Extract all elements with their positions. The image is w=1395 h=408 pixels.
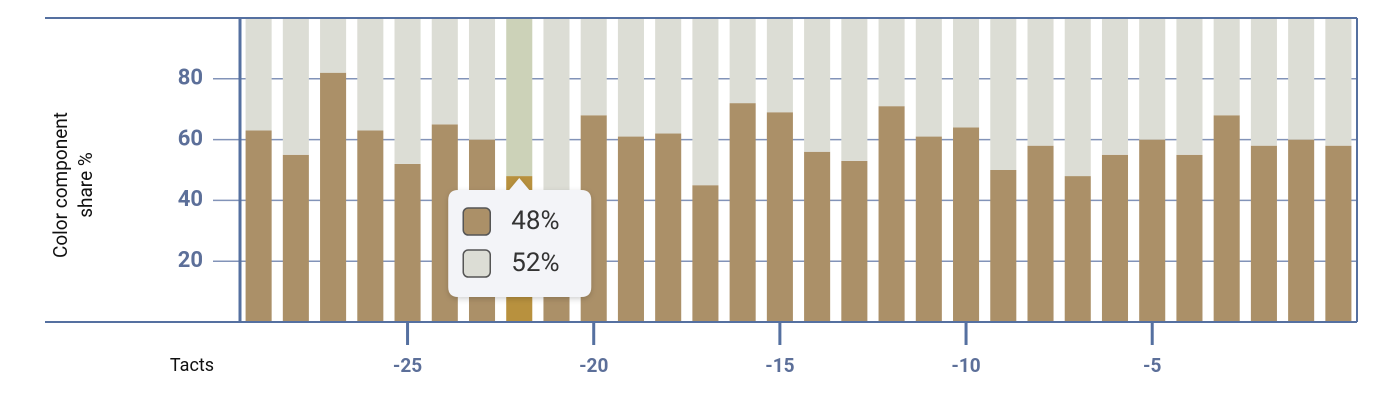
bar-segment	[1064, 176, 1091, 322]
bar-segment	[320, 18, 347, 73]
bar-segment	[506, 18, 533, 177]
bar-segment	[729, 103, 756, 323]
bar-segment	[841, 160, 868, 322]
bar-segment	[1250, 145, 1277, 322]
bar-segment	[1176, 154, 1203, 322]
x-axis-label: Tacts	[170, 355, 214, 376]
bars	[245, 18, 1352, 323]
bar-segment	[1213, 115, 1240, 322]
bar-segment	[766, 112, 793, 323]
bar-segment	[878, 18, 905, 107]
bar-segment	[1139, 18, 1166, 140]
bar-segment	[357, 130, 384, 322]
bar-segment	[1250, 18, 1277, 146]
tooltip-box	[448, 178, 592, 297]
bar-segment	[1027, 145, 1054, 322]
bar-segment	[1176, 18, 1203, 155]
bar-segment	[692, 18, 719, 186]
bar-segment	[953, 18, 980, 128]
bar-segment	[878, 106, 905, 322]
x-tick-label: -5	[1143, 354, 1161, 377]
bar-segment	[1325, 18, 1352, 146]
y-tick-label: 20	[178, 248, 203, 273]
x-tick-label: -25	[393, 354, 422, 377]
bar-segment	[357, 18, 384, 131]
bar-segment	[580, 18, 607, 116]
bar-segment	[655, 18, 682, 134]
bar-segment	[282, 154, 309, 322]
bar-segment	[1213, 18, 1240, 116]
y-axis-label: Color component	[49, 112, 72, 258]
bar-segment	[468, 18, 496, 140]
bar-segment	[1027, 18, 1054, 146]
bar-segment	[617, 18, 644, 137]
bar-segment	[394, 18, 421, 164]
bar-segment	[729, 18, 756, 104]
bar-segment	[915, 136, 942, 322]
bar-segment	[1288, 18, 1315, 140]
bar-segment	[804, 18, 831, 152]
bar-segment	[990, 18, 1017, 170]
legend-swatch	[462, 249, 491, 278]
bar-segment	[953, 127, 980, 322]
bar-segment	[804, 151, 831, 322]
bar-segment	[1325, 145, 1352, 322]
bar-segment	[320, 72, 347, 322]
bar-segment	[282, 18, 309, 155]
bar-segment	[692, 185, 719, 322]
bar-segment	[245, 18, 272, 131]
bar-segment	[245, 130, 272, 322]
bar-segment	[1139, 139, 1166, 322]
bar-segment	[655, 133, 682, 322]
x-tick-label: -10	[951, 354, 980, 377]
bar-segment	[431, 18, 458, 125]
bar-segment	[766, 18, 793, 113]
bar-segment	[915, 18, 942, 137]
bar-segment	[841, 18, 868, 161]
y-tick-label: 60	[178, 126, 203, 151]
bar-segment	[543, 18, 570, 201]
bar-segment	[1101, 18, 1129, 155]
axes: 20 40 60 80 -25 -20 -15 -10 -5	[45, 17, 1358, 377]
legend-swatch	[462, 207, 491, 236]
bar-segment	[617, 136, 644, 322]
bar-segment	[1288, 139, 1315, 322]
bar-segment	[394, 163, 421, 322]
bar-segment	[1101, 154, 1129, 322]
x-tick-label: -20	[579, 354, 608, 377]
bar-segment	[990, 170, 1017, 322]
y-tick-label: 40	[178, 187, 203, 212]
x-tick-label: -15	[765, 354, 794, 377]
tooltip: 48%52%	[448, 178, 592, 297]
y-tick-label: 80	[178, 66, 203, 91]
bar-segment	[1064, 18, 1091, 177]
tooltip-label: 52%	[511, 248, 559, 278]
tooltip-label: 48%	[511, 206, 559, 236]
y-axis-label: share %	[74, 152, 97, 218]
